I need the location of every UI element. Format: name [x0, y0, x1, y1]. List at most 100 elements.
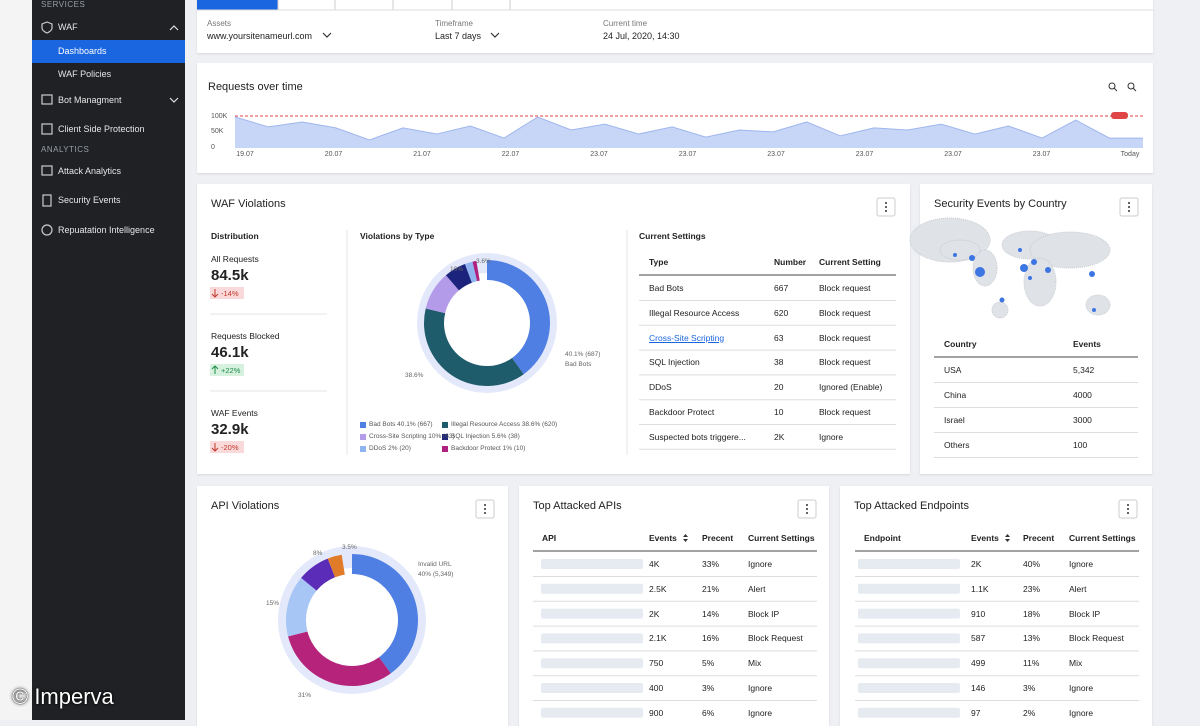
table-cell: 3% — [702, 682, 715, 693]
table-cell: SQL Injection — [649, 357, 700, 368]
placeholder-bar — [858, 658, 960, 669]
table-cell: 587 — [971, 633, 986, 644]
menu-dot — [806, 504, 808, 506]
metric-value: 84.5k — [211, 267, 249, 284]
metric-change: -20% — [221, 442, 239, 452]
table-header: Precent — [702, 532, 734, 543]
nav-item[interactable]: Client Side Protection — [58, 124, 145, 134]
menu-dot — [1128, 210, 1130, 212]
table-cell: Block request — [819, 406, 871, 417]
metric-value: 46.1k — [211, 344, 249, 361]
table-cell: 5% — [702, 658, 715, 669]
donut-segment — [472, 260, 480, 282]
y-tick-label: 0 — [211, 143, 215, 151]
x-tick-label: 19.07 — [236, 150, 254, 158]
land — [939, 239, 981, 261]
section-title: Distribution — [211, 230, 259, 241]
change-badge — [210, 364, 244, 376]
table-cell: 63 — [774, 332, 784, 343]
donut-segment — [445, 264, 472, 291]
legend-swatch — [360, 422, 366, 428]
nav-item[interactable]: WAF Policies — [58, 69, 112, 79]
map-dot — [969, 255, 975, 261]
table-cell: 2.5K — [649, 583, 667, 594]
placeholder-bar — [858, 683, 960, 693]
chevrons — [169, 25, 500, 103]
placeholder-bar — [541, 707, 643, 718]
legend-label: Bad Bots 40.1% (667) — [369, 421, 433, 429]
placeholder-bar — [858, 608, 960, 619]
table-cell: 2.1K — [649, 633, 667, 644]
table-cell: 620 — [774, 307, 789, 318]
table-cell: Suspected bots triggere... — [649, 431, 746, 442]
table-cell: 910 — [971, 608, 986, 619]
table-cell: Block IP — [748, 608, 780, 619]
table-cell: Block request — [819, 307, 871, 318]
menu-dot — [484, 504, 486, 506]
placeholder-bar — [541, 559, 643, 569]
table-header: Events — [649, 532, 677, 543]
donut-label: 10% — [450, 266, 464, 274]
nav-item[interactable]: WAF — [58, 22, 78, 32]
table-cell: 11% — [1023, 658, 1040, 669]
filter-label: Timeframe — [435, 19, 473, 29]
x-tick-label: 23.07 — [767, 150, 785, 158]
active-tab[interactable] — [197, 0, 278, 10]
map-dot — [999, 297, 1005, 303]
map-dot — [975, 267, 985, 277]
donut-segment — [288, 631, 391, 687]
requests-card — [197, 63, 1153, 173]
map-dot — [1092, 308, 1096, 312]
table-cell: 20 — [774, 382, 784, 393]
table-cell: 400 — [649, 682, 664, 693]
table-cell: 21% — [702, 583, 720, 594]
section-heading: ANALYTICS — [41, 145, 90, 154]
menu-dot — [1127, 512, 1129, 514]
zoom-icons[interactable] — [1108, 82, 1137, 92]
land — [991, 301, 1009, 319]
card-title: Top Attacked APIs — [533, 500, 622, 513]
donut-label: 40% (5,349) — [418, 571, 454, 579]
menu-dot — [1128, 202, 1130, 204]
donut-segment — [423, 308, 524, 387]
table-cell: Ignore — [748, 682, 773, 693]
legend-swatch — [360, 446, 366, 452]
table-cell: 10 — [774, 406, 784, 417]
land — [1085, 294, 1111, 316]
filter-value: 24 Jul, 2020, 14:30 — [603, 30, 680, 41]
table-cell: Cross-Site Scripting — [649, 332, 725, 343]
menu-dot — [885, 206, 887, 208]
placeholder-bar — [541, 633, 643, 644]
nav-item[interactable]: Repuatation Intelligence — [58, 225, 155, 235]
area-line — [234, 116, 1143, 141]
nav-item[interactable]: Bot Managment — [58, 95, 122, 105]
table-cell: 23% — [1023, 583, 1041, 594]
table-cell: 97 — [971, 707, 981, 718]
legend-swatch — [442, 446, 448, 452]
table-cell: 33% — [702, 558, 720, 569]
nav-item[interactable]: Security Events — [58, 195, 121, 205]
table-header: Number — [774, 256, 807, 267]
menu-dot — [1127, 508, 1129, 510]
donut-label: Bad Bots — [565, 361, 592, 369]
card-title: Requests over time — [208, 81, 303, 94]
table-cell: 2% — [1023, 707, 1036, 718]
section-heading: SERVICES — [41, 0, 86, 9]
nav-item[interactable]: Attack Analytics — [58, 166, 122, 176]
change-arrow — [211, 365, 219, 374]
table-cell: Block request — [819, 357, 871, 368]
legend-swatch — [442, 434, 448, 440]
legend-label: DDoS 2% (20) — [369, 445, 411, 453]
legend-swatch — [442, 422, 448, 428]
table-cell: DDoS — [649, 382, 672, 393]
table-cell: Israel — [944, 414, 965, 425]
table-cell: Backdoor Protect — [649, 406, 715, 417]
map-dot — [1089, 271, 1095, 277]
table-cell: Block Request — [748, 633, 803, 644]
donut-segment — [285, 577, 317, 637]
nav-item[interactable]: Dashboards — [58, 46, 107, 56]
filter-label: Assets — [207, 19, 232, 29]
sort-icon — [683, 534, 688, 542]
donut-segment — [301, 558, 336, 591]
